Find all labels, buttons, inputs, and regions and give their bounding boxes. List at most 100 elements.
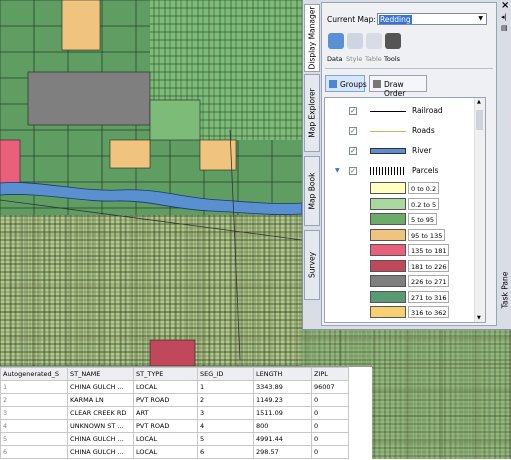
column-header[interactable]: LENGTH	[253, 367, 312, 381]
table-row[interactable]: 1 CHINA GULCH ... LOCAL 1 3343.89 96007	[0, 380, 349, 394]
side-tab[interactable]: Survey	[304, 230, 320, 300]
data-table: Autogenerated_S ST_NAME ST_TYPE SEG_ID LENGT…	[0, 366, 372, 460]
side-tab[interactable]: Map Book	[304, 156, 320, 226]
side-tab-label: Display Manager	[307, 6, 317, 70]
table-cell: 0	[311, 419, 349, 433]
column-header[interactable]: SEG_ID	[197, 367, 254, 381]
table-cell: LOCAL	[133, 432, 198, 446]
table-cell: 1	[197, 380, 254, 394]
table-cell: KARMA LN	[67, 393, 134, 407]
layer-checkbox[interactable]: ✓	[349, 167, 357, 175]
table-row[interactable]: 2 KARMA LN PVT ROAD 2 1149.23 0	[0, 393, 349, 407]
table-cell: 4	[197, 419, 254, 433]
legend-swatch	[370, 306, 406, 318]
table-cell: 4991.44	[253, 432, 312, 446]
legend-label: 0 to 0.2	[408, 182, 440, 194]
toolbar-icon[interactable]	[328, 33, 344, 49]
table-cell: 1511.09	[253, 406, 312, 420]
toolbar-icon[interactable]	[385, 33, 401, 49]
legend-swatch	[370, 228, 406, 241]
legend-swatch	[370, 213, 406, 225]
layer-symbol	[370, 148, 406, 154]
table-cell: PVT ROAD	[133, 419, 198, 433]
legend-swatch	[370, 275, 406, 287]
table-cell: 1149.23	[253, 393, 312, 407]
table-cell: LOCAL	[133, 445, 198, 459]
table-cell: CHINA GULCH ...	[67, 445, 134, 459]
layer-checkbox[interactable]: ✓	[349, 107, 357, 115]
table-row[interactable]: 4 UNKNOWN ST ... PVT ROAD 4 800 0	[0, 419, 349, 433]
map-dropdown[interactable]: Redding ▼	[377, 13, 487, 25]
column-header[interactable]: ST_NAME	[67, 367, 134, 381]
layer-symbol	[370, 131, 406, 132]
close-button[interactable]: ×	[501, 0, 510, 11]
task-pane: Display Manager Map Explorer Map Book Surve…	[302, 0, 511, 330]
table-cell: 0	[311, 445, 349, 459]
legend-swatch	[370, 290, 406, 303]
expand-arrow: ▼	[335, 167, 340, 174]
legend-label: 0.2 to 5	[408, 197, 440, 210]
button-icon	[373, 80, 381, 88]
legend-swatch-partial	[370, 322, 406, 323]
legend-swatch	[370, 182, 406, 194]
column-header[interactable]: Autogenerated_S	[0, 367, 68, 381]
column-header[interactable]: ZIPL	[311, 367, 349, 381]
legend-label: 5 to 95	[408, 213, 438, 225]
layer-checkbox[interactable]: ✓	[349, 147, 357, 155]
layer-symbol	[370, 167, 406, 175]
toolbar-icon[interactable]	[366, 33, 382, 49]
scrollbar[interactable]: ▲ ▼	[474, 98, 485, 322]
table-cell: 2	[197, 393, 254, 407]
table-cell: 3	[0, 406, 68, 420]
display-manager: Current Map: Redding ▼ Data Style Table Too…	[321, 2, 497, 326]
table-row[interactable]: 5 CHINA GULCH ... LOCAL 5 4991.44 0	[0, 432, 349, 446]
toolbar-label: Data	[327, 55, 343, 63]
legend-label: 226 to 271	[408, 275, 450, 287]
table-cell: CLEAR CREEK RD	[67, 406, 134, 420]
table-cell: 3343.89	[253, 380, 312, 394]
legend-swatch	[370, 244, 406, 256]
table-cell: PVT ROAD	[133, 393, 198, 407]
legend-label: 316 to 362	[408, 306, 450, 318]
table-cell: 0	[311, 406, 349, 420]
map-value: Redding	[379, 15, 412, 24]
column-header[interactable]: ST_TYPE	[133, 367, 198, 381]
side-tab-label: Map Explorer	[307, 88, 317, 138]
table-cell: CHINA GULCH ...	[67, 432, 134, 446]
toolbar-label: Tools	[384, 55, 401, 63]
toolbar-label: Style	[346, 55, 363, 63]
table-cell: 96007	[311, 380, 349, 394]
layer-name: Parcels	[412, 166, 439, 175]
layer-name: Roads	[412, 126, 435, 135]
pane-button[interactable]: Draw Order	[369, 75, 427, 98]
legend-swatch	[370, 197, 406, 210]
table-cell: 3	[197, 406, 254, 420]
table-cell: 0	[311, 432, 349, 446]
table-cell: 5	[0, 432, 68, 446]
table-cell: 1	[0, 380, 68, 394]
side-tab[interactable]: Map Explorer	[304, 74, 320, 152]
current-map-label: Current Map:	[327, 15, 376, 24]
table-cell: CHINA GULCH ...	[67, 380, 134, 394]
layer-list: ▲ ▼ ✓ Railroad ✓ Roads ✓ River ▼ ✓ Parcels 0 to 0…	[324, 97, 486, 323]
table-cell: 800	[253, 419, 312, 433]
table-cell: ART	[133, 406, 198, 420]
layer-checkbox[interactable]: ✓	[349, 127, 357, 135]
layer-name: Railroad	[412, 106, 443, 115]
table-cell: UNKNOWN ST ...	[67, 419, 134, 433]
legend-label: 271 to 316	[408, 290, 450, 303]
side-tab[interactable]: Display Manager	[304, 4, 320, 72]
layer-symbol	[370, 111, 406, 112]
toolbar-icon[interactable]	[347, 33, 363, 49]
legend-swatch	[370, 259, 406, 272]
table-row[interactable]: 3 CLEAR CREEK RD ART 3 1511.09 0	[0, 406, 349, 420]
table-cell: 298.57	[253, 445, 312, 459]
table-row[interactable]: 6 CHINA GULCH ... LOCAL 6 298.57 0	[0, 445, 349, 459]
table-cell: LOCAL	[133, 380, 198, 394]
side-tab-label: Map Book	[307, 172, 317, 210]
pane-button[interactable]: Groups	[325, 75, 367, 92]
layer-name: River	[412, 146, 432, 155]
legend-label: 135 to 181	[408, 244, 450, 256]
table-cell: 2	[0, 393, 68, 407]
